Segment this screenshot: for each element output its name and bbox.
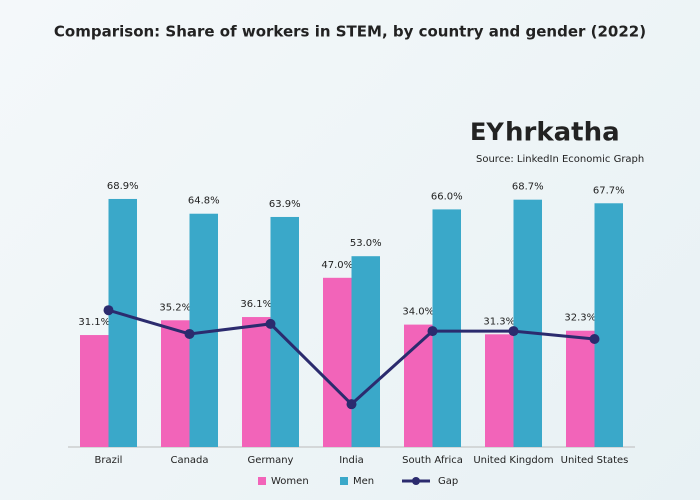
legend-swatch	[340, 477, 348, 485]
gap-point	[265, 318, 276, 329]
bar	[242, 317, 271, 447]
bar	[432, 209, 461, 447]
bar	[351, 256, 380, 447]
legend-label: Gap	[438, 476, 458, 487]
bar	[270, 216, 299, 447]
x-tick-label: Germany	[248, 455, 294, 466]
bar	[513, 199, 542, 447]
bar	[566, 330, 595, 447]
logo-brand: hrkatha	[505, 118, 620, 148]
legend-swatch	[258, 477, 266, 485]
value-label: 34.0%	[402, 307, 434, 318]
gap-point	[184, 328, 195, 339]
value-label: 67.7%	[593, 185, 625, 196]
bar	[594, 203, 623, 447]
source: Source: LinkedIn Economic Graph	[476, 154, 644, 165]
x-tick-label: Brazil	[95, 455, 123, 466]
value-label: 66.0%	[431, 191, 463, 202]
logo-ey: EY	[470, 118, 504, 146]
value-label: 53.0%	[350, 238, 382, 249]
value-label: 31.1%	[78, 317, 110, 328]
value-label: 32.3%	[564, 313, 596, 324]
value-label: 68.7%	[512, 182, 544, 193]
bar	[323, 277, 352, 447]
gap-point	[508, 326, 519, 337]
value-label: 68.9%	[107, 181, 139, 192]
bar	[161, 320, 190, 447]
value-label: 31.3%	[483, 316, 515, 327]
value-label: 47.0%	[321, 260, 353, 271]
gap-point	[589, 334, 600, 344]
value-label: 35.2%	[159, 302, 191, 313]
legend-label: Women	[271, 476, 309, 487]
x-tick-label: United Kingdom	[473, 455, 553, 466]
value-label: 63.9%	[269, 199, 301, 210]
bar	[485, 334, 514, 447]
x-tick-label: South Africa	[402, 455, 463, 466]
chart-title: Comparison: Share of workers in STEM, by…	[54, 23, 646, 41]
x-tick-label: India	[339, 455, 364, 466]
legend-swatch	[412, 477, 420, 485]
value-label: 64.8%	[188, 196, 220, 207]
bar	[108, 198, 137, 447]
x-tick-label: Canada	[170, 455, 208, 466]
value-label: 36.1%	[240, 299, 272, 310]
gap-point	[103, 305, 114, 316]
gap-point	[346, 399, 357, 410]
x-tick-label: United States	[561, 455, 629, 466]
legend-label: Men	[353, 476, 374, 487]
gap-point	[427, 326, 438, 337]
bar	[80, 335, 109, 447]
